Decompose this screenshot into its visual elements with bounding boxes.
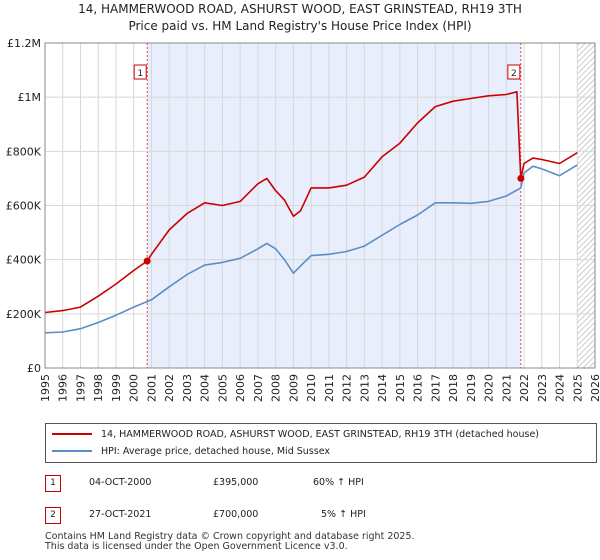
sale-marker-label: 2 [511, 69, 517, 79]
x-tick-label: 2024 [554, 374, 567, 402]
y-tick-label: £400K [6, 254, 42, 267]
x-tick-label: 2026 [589, 374, 600, 402]
x-tick-label: 2005 [216, 374, 229, 402]
price-chart: 1 2 £0 £200K £400K £600K £800K £1M £1.2M 1995 199… [6, 37, 600, 402]
x-tick-label: 1998 [92, 374, 105, 402]
x-tick-label: 2021 [500, 374, 513, 402]
sale-point [143, 257, 151, 265]
sale-point [517, 174, 525, 182]
series-line-hpi [44, 164, 578, 334]
sale-marker-label: 1 [137, 69, 143, 79]
legend-entry-hpi: HPI: Average price, detached house, Mid … [52, 444, 330, 458]
legend-label-hpi: HPI: Average price, detached house, Mid … [101, 445, 330, 457]
sale-row: 1 04-OCT-2000 £395,000 60% ↑ HPI [45, 475, 595, 493]
chart-title: 14, HAMMERWOOD ROAD, ASHURST WOOD, EAST … [78, 2, 522, 16]
legend-label-property: 14, HAMMERWOOD ROAD, ASHURST WOOD, EAST … [101, 428, 540, 440]
x-tick-label: 2014 [376, 374, 389, 402]
x-tick-label: 2016 [412, 374, 425, 402]
x-tick-label: 2003 [181, 374, 194, 402]
legend-swatch-hpi [52, 450, 92, 452]
sale-number-badge: 1 [45, 475, 61, 492]
sale-hpi-change: 60% ↑ HPI [313, 477, 364, 488]
x-tick-label: 1997 [74, 374, 87, 402]
x-tick-label: 2019 [465, 374, 478, 402]
y-tick-label: £1.2M [7, 37, 41, 50]
x-tick-label: 2015 [394, 374, 407, 402]
sale-price: £700,000 [213, 509, 259, 520]
legend-entry-property: 14, HAMMERWOOD ROAD, ASHURST WOOD, EAST … [52, 427, 539, 441]
sale-date: 04-OCT-2000 [89, 477, 152, 488]
legend-swatch-property [52, 433, 92, 435]
y-tick-label: £1M [18, 91, 42, 104]
sale-date: 27-OCT-2021 [89, 509, 152, 520]
x-tick-label: 2000 [128, 374, 141, 402]
y-tick-label: £200K [6, 308, 42, 321]
footer: Contains HM Land Registry data © Crown c… [45, 532, 415, 552]
chart-subtitle: Price paid vs. HM Land Registry's House … [128, 19, 472, 33]
x-tick-label: 2018 [447, 374, 460, 402]
legend: 14, HAMMERWOOD ROAD, ASHURST WOOD, EAST … [45, 423, 597, 463]
sale-hpi-change: 5% ↑ HPI [321, 509, 366, 520]
x-tick-label: 2023 [536, 374, 549, 402]
x-tick-label: 2008 [270, 374, 283, 402]
x-tick-label: 1999 [110, 374, 123, 402]
x-tick-label: 2001 [145, 374, 158, 402]
y-tick-label: £600K [6, 200, 42, 213]
sale-marker-badge [133, 64, 147, 80]
plot-frame [44, 42, 596, 369]
x-tick-label: 2013 [358, 374, 371, 402]
sale-price: £395,000 [213, 477, 259, 488]
x-tick-label: 2012 [341, 374, 354, 402]
x-tick-label: 2004 [199, 374, 212, 402]
sale-number-badge: 2 [45, 507, 61, 524]
x-tick-label: 2017 [429, 374, 442, 402]
x-tick-label: 2025 [571, 374, 584, 402]
sale-row: 2 27-OCT-2021 £700,000 5% ↑ HPI [45, 507, 595, 525]
x-tick-label: 2010 [305, 374, 318, 402]
x-tick-label: 2022 [518, 374, 531, 402]
y-tick-label: £0 [27, 362, 41, 375]
sale-marker-badge [507, 64, 521, 80]
footer-copyright: Contains HM Land Registry data © Crown c… [45, 531, 415, 542]
x-tick-label: 2006 [234, 374, 247, 402]
x-tick-label: 2020 [483, 374, 496, 402]
x-tick-label: 1995 [39, 374, 52, 402]
footer-licence: This data is licensed under the Open Gov… [45, 541, 348, 552]
x-tick-label: 2009 [287, 374, 300, 402]
x-tick-label: 2002 [163, 374, 176, 402]
x-tick-label: 2011 [323, 374, 336, 402]
x-tick-label: 1996 [57, 374, 70, 402]
y-tick-label: £800K [6, 145, 42, 158]
x-tick-label: 2007 [252, 374, 265, 402]
